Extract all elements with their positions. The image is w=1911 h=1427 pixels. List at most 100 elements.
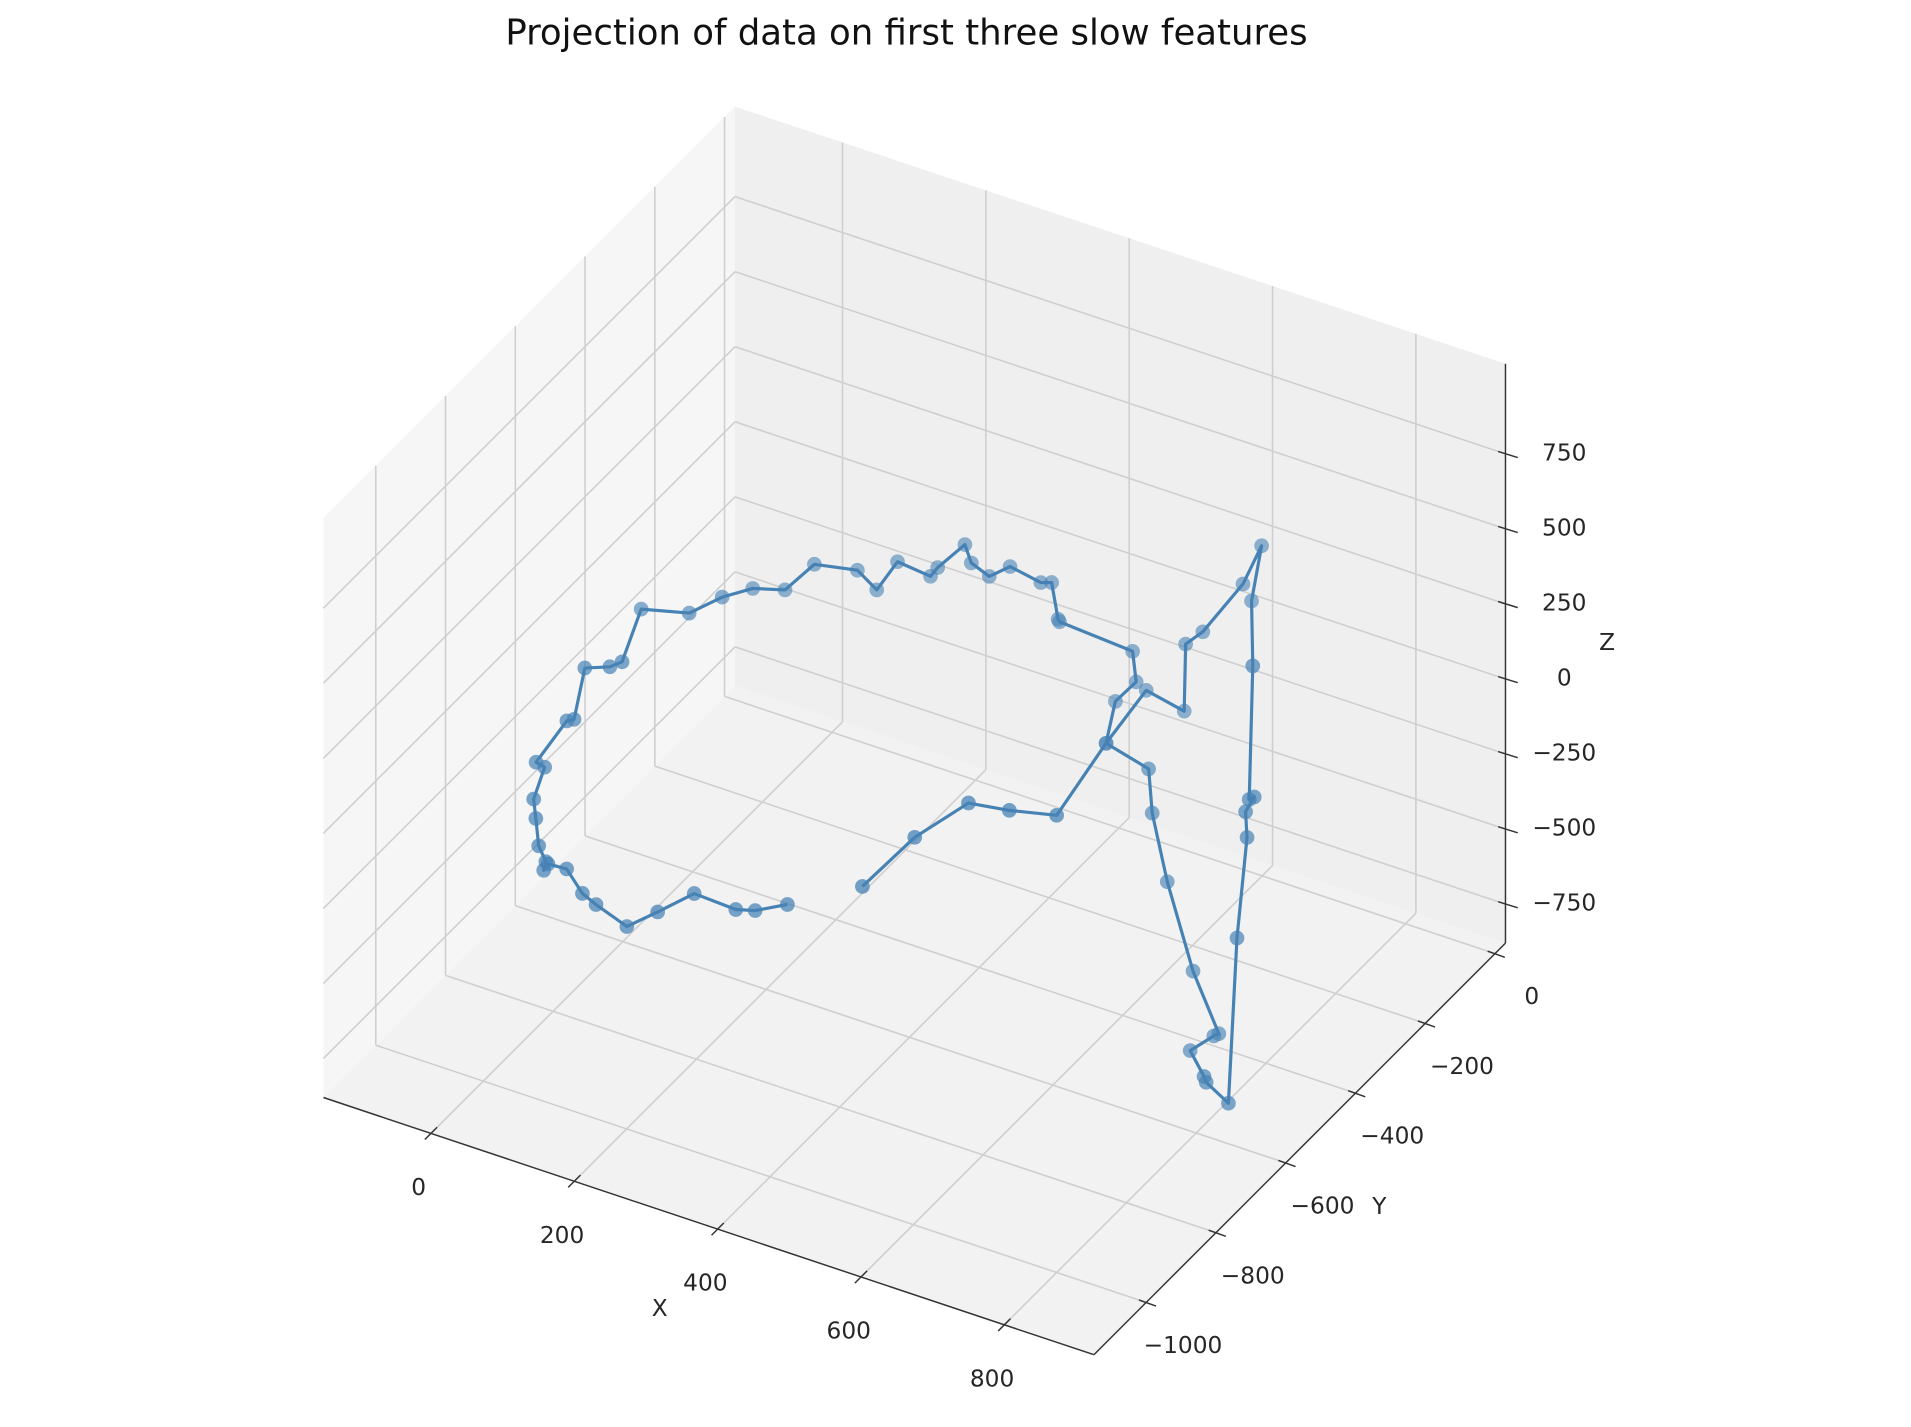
data-point [747,903,763,918]
x-tick-mark [854,1270,868,1284]
grid-line [322,496,736,909]
grid-line [734,195,1506,455]
data-point [566,712,582,727]
data-point [930,560,946,575]
data-point [1141,761,1156,777]
data-point [528,811,544,826]
x-tick-mark [710,1222,725,1236]
data-point [1144,805,1160,821]
y-tick-mark [1208,1229,1227,1238]
data-point [777,582,793,598]
y-tick-label: −200 [1430,1053,1494,1080]
x-tick-mark [424,1126,438,1141]
x-tick-label: 600 [827,1318,871,1345]
data-point [1033,575,1049,590]
y-tick-mark [1487,950,1506,958]
data-point [1195,624,1211,640]
data-point [850,562,865,578]
data-point [681,605,697,621]
data-point [981,569,997,584]
y-tick-label: −400 [1360,1123,1424,1150]
floor-pane [323,685,1506,1355]
data-point [1229,930,1245,946]
z-tick-label: −750 [1532,890,1596,917]
data-point [575,886,590,901]
x-tick-mark [997,1318,1011,1332]
y-tick-label: −800 [1221,1262,1285,1289]
grid-line [445,974,1217,1234]
data-point [1044,575,1059,590]
y-tick-label: 0 [1524,983,1539,1010]
data-point [1254,538,1269,554]
data-point [559,861,574,877]
data-point [1128,674,1144,690]
data-point [602,659,618,675]
data-point [1049,807,1064,823]
z-tick-label: 250 [1542,589,1586,616]
data-point [1221,1095,1236,1111]
data-point [1206,1028,1222,1044]
data-point [1178,636,1193,652]
grid-line [717,816,1130,1230]
grid-line [734,270,1506,530]
data-point [780,897,795,912]
data-point [577,660,593,676]
grid-line [654,765,1426,1025]
z-tick-mark [1497,600,1518,609]
data-point [588,897,604,912]
data-point [963,555,979,571]
z-tick-label: −500 [1532,815,1596,842]
x-axis-label: X [652,1295,668,1322]
data-point [633,601,649,617]
z-tick-mark [1497,750,1518,759]
chart-title: Projection of data on first three slow f… [505,12,1307,53]
data-point [526,791,542,807]
z-tick-mark [1497,675,1518,684]
x-tick-label: 0 [411,1174,426,1201]
y-tick-mark [1347,1090,1366,1098]
data-point [1108,694,1123,709]
data-point [1138,683,1154,698]
data-point [531,838,547,854]
y-tick-label: −600 [1291,1192,1355,1219]
grid-line [734,421,1506,680]
data-point [686,886,702,901]
grid-line [322,346,736,759]
data-point [1052,614,1067,630]
grid-line [322,571,736,984]
data-point [619,919,635,934]
data-point [1235,576,1251,592]
back-pane [735,106,1506,944]
y-tick-mark [1278,1159,1296,1168]
grid-line [322,196,736,609]
z-tick-mark [1497,525,1518,534]
x-tick-label: 800 [970,1365,1014,1392]
grid-line [724,695,1496,955]
grid-line [860,864,1274,1278]
y-tick-label: −1000 [1144,1332,1223,1359]
z-tick-mark [1497,900,1518,909]
grid-line [322,271,736,684]
data-point [1198,1074,1214,1090]
data-point [1245,658,1261,674]
x-tick-label: 400 [683,1270,727,1297]
x-tick-mark [567,1174,581,1188]
data-point [728,902,744,917]
data-point [1176,703,1192,719]
data-point [890,554,905,570]
data-point [650,904,666,920]
data-point [1098,735,1114,751]
z-tick-label: 500 [1542,514,1586,541]
data-point [1241,792,1257,807]
z-tick-label: 750 [1542,439,1586,466]
data-point [807,556,822,572]
x-axis-line [323,1096,1095,1356]
y-axis-label: Y [1371,1193,1387,1220]
x-tick-label: 200 [540,1222,584,1249]
data-point [538,854,554,870]
data-point [1239,830,1255,845]
grid-line [515,904,1286,1164]
data-point [961,795,976,811]
data-point [1238,804,1253,820]
